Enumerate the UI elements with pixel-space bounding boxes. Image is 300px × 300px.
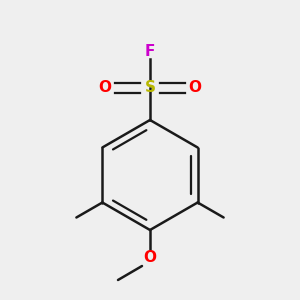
Text: F: F <box>145 44 155 59</box>
Text: S: S <box>145 80 155 95</box>
Text: O: O <box>143 250 157 266</box>
Text: O: O <box>188 80 202 95</box>
Text: O: O <box>98 80 112 95</box>
